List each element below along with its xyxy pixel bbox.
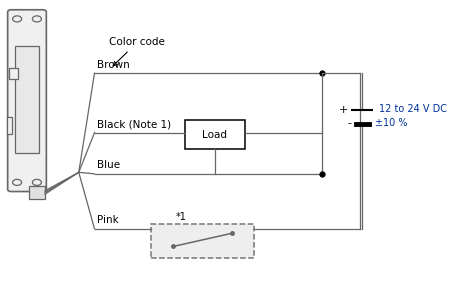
Bar (7, 117, 12, 134)
Text: Black (Note 1): Black (Note 1) (97, 119, 171, 129)
Text: Color code: Color code (109, 37, 165, 66)
Text: Pink: Pink (97, 215, 118, 225)
Text: Load: Load (202, 130, 227, 140)
Bar (184, 120, 245, 149)
FancyBboxPatch shape (8, 10, 46, 192)
Bar (15, 46, 39, 152)
Text: Blue: Blue (97, 160, 120, 170)
Text: *1: *1 (176, 212, 186, 222)
Text: ±10 %: ±10 % (375, 118, 408, 127)
Bar (29, 186, 45, 199)
Bar (9, 68, 18, 79)
Text: Brown: Brown (97, 59, 130, 70)
Text: +: + (338, 105, 348, 115)
Text: 12 to 24 V DC: 12 to 24 V DC (379, 104, 447, 114)
Text: -: - (347, 119, 351, 128)
Bar (151, 224, 254, 258)
